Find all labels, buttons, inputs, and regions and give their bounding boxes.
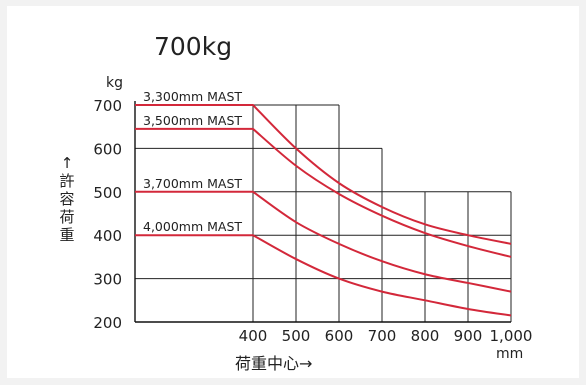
x-tick-label: 600 xyxy=(325,327,354,345)
y-tick-label: 700 xyxy=(93,97,122,115)
y-tick-label: 400 xyxy=(93,227,122,245)
x-axis-label: 荷重中心→ xyxy=(235,354,312,373)
x-tick-label: 700 xyxy=(368,327,397,345)
y-axis-label-char: ↑ xyxy=(61,154,74,172)
y-axis-label-char: 荷 xyxy=(59,208,74,226)
x-tick-label: 800 xyxy=(411,327,440,345)
y-axis-label-char: 重 xyxy=(59,226,74,244)
x-tick-label: 900 xyxy=(454,327,483,345)
y-axis-label-char: 容 xyxy=(59,190,74,208)
series-label: 3,300mm MAST xyxy=(143,89,242,104)
y-tick-label: 600 xyxy=(93,140,122,158)
series-label: 3,500mm MAST xyxy=(143,113,242,128)
y-tick-label: 300 xyxy=(93,271,122,289)
x-tick-label: 400 xyxy=(239,327,268,345)
y-axis-label-char: 許 xyxy=(59,172,74,190)
y-tick-label: 200 xyxy=(93,314,122,332)
x-tick-label: 500 xyxy=(282,327,311,345)
series-label: 4,000mm MAST xyxy=(143,219,242,234)
x-unit-label: mm xyxy=(496,346,523,362)
chart-title: 700kg xyxy=(154,32,232,61)
x-tick-label: 1,000 xyxy=(490,327,533,345)
y-unit-label: kg xyxy=(106,75,123,91)
series-label: 3,700mm MAST xyxy=(143,176,242,191)
y-tick-label: 500 xyxy=(93,184,122,202)
